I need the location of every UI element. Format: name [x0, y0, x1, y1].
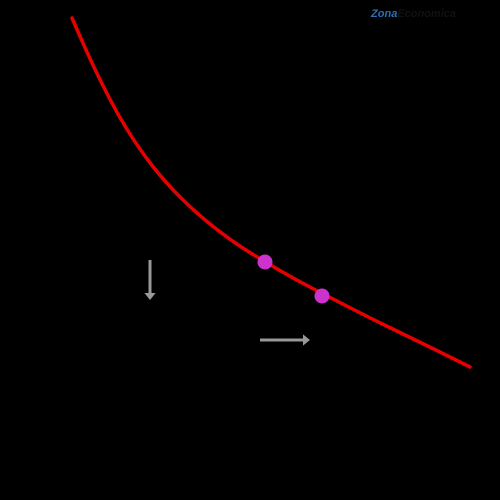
chart-background — [0, 0, 500, 500]
demand-curve-chart — [0, 0, 500, 500]
marker-point-1 — [315, 289, 329, 303]
watermark: ZonaEconomica — [371, 8, 456, 20]
watermark-part1: Zona — [371, 8, 397, 20]
marker-point-0 — [258, 255, 272, 269]
watermark-part2: Economica — [397, 8, 456, 20]
